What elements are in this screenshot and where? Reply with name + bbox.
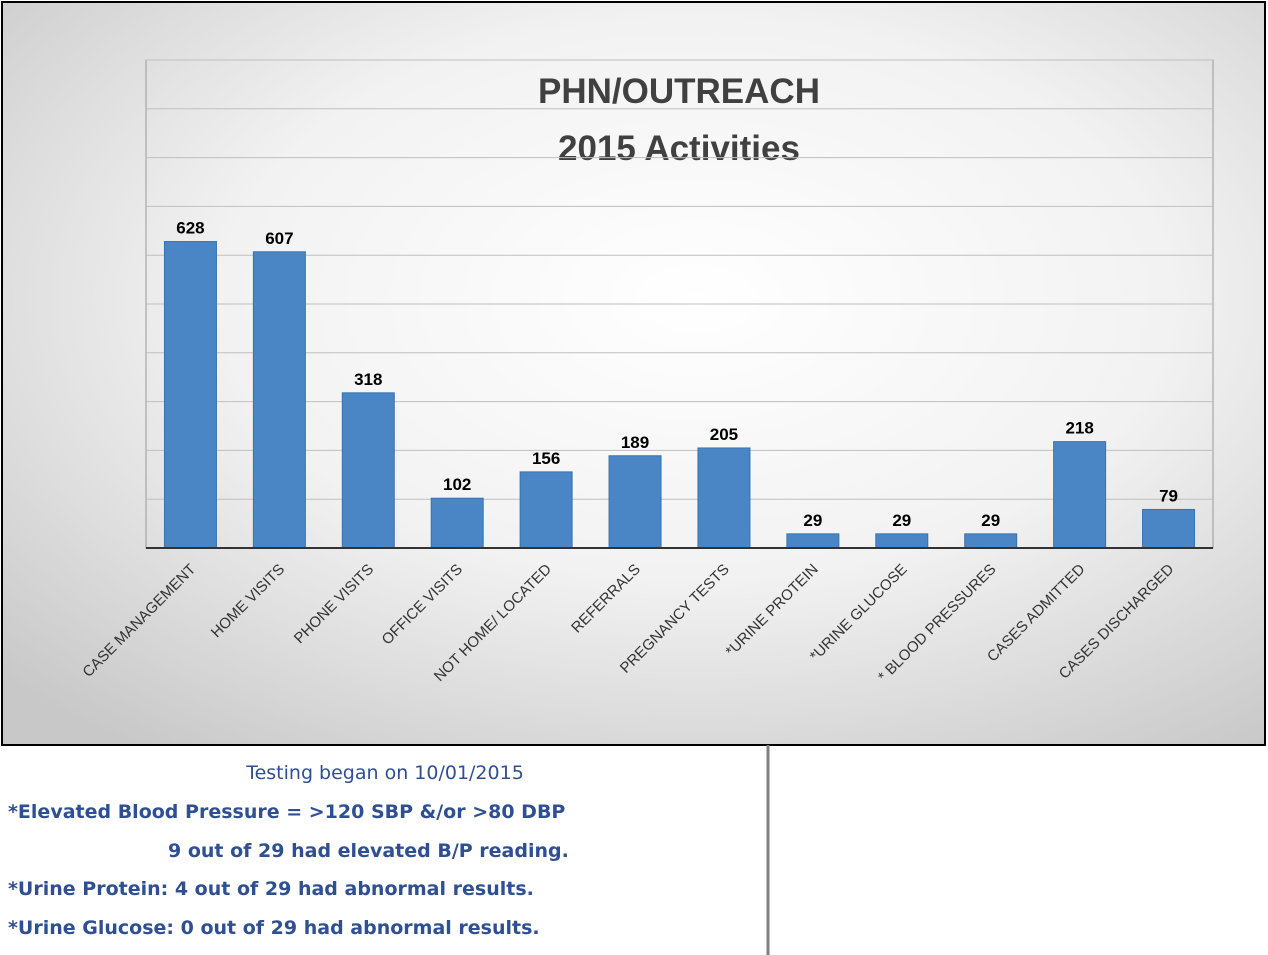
bar [964, 533, 1018, 549]
bar [519, 471, 573, 549]
bar [786, 533, 840, 549]
data-label: 218 [1065, 419, 1093, 438]
data-label: 29 [981, 511, 1000, 530]
note: *Urine Glucose: 0 out of 29 had abnormal… [8, 917, 540, 939]
data-label: 29 [892, 511, 911, 530]
bar [1053, 441, 1107, 549]
bar [341, 392, 395, 549]
data-label: 628 [176, 219, 204, 238]
note: 9 out of 29 had elevated B/P reading. [168, 840, 569, 862]
bar [430, 497, 484, 549]
bar [1142, 508, 1196, 549]
bar [875, 533, 929, 549]
bar [252, 251, 306, 549]
data-label: 79 [1159, 486, 1178, 505]
bar [608, 455, 662, 549]
bar [163, 241, 217, 549]
data-label: 318 [354, 370, 382, 389]
chart-subtitle: 2015 Activities [558, 129, 800, 168]
data-label: 102 [443, 475, 471, 494]
data-label: 189 [621, 433, 649, 452]
data-label: 29 [803, 511, 822, 530]
data-label: 156 [532, 449, 560, 468]
note: *Elevated Blood Pressure = >120 SBP &/or… [8, 801, 565, 823]
data-label: 205 [710, 425, 738, 444]
note: Testing began on 10/01/2015 [245, 762, 524, 784]
bar [697, 447, 751, 549]
note: *Urine Protein: 4 out of 29 had abnormal… [8, 878, 534, 900]
chart-title: PHN/OUTREACH [538, 72, 820, 111]
data-label: 607 [265, 229, 293, 248]
